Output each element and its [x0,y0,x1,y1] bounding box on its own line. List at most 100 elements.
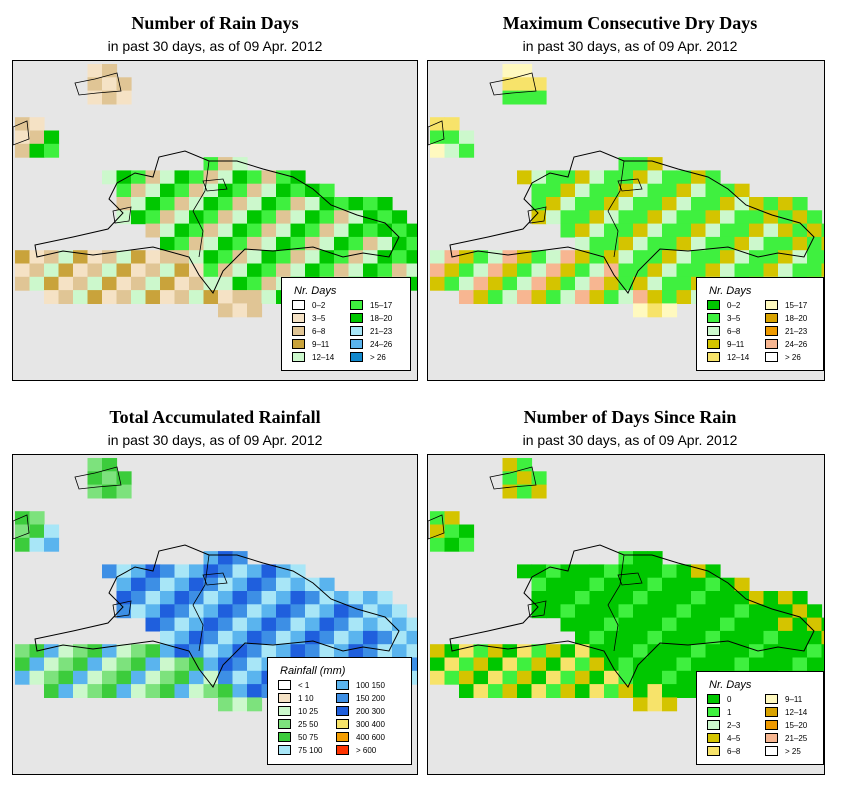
grid-cell [319,263,335,278]
legend-label: 15–17 [785,301,808,310]
grid-cell [546,684,562,698]
grid-cell [319,210,335,225]
panel-subtitle: in past 30 days, as of 09 Apr. 2012 [522,38,738,54]
grid-cell [618,644,634,659]
grid-cell [232,210,248,225]
grid-cell [444,143,460,158]
grid-cell [29,657,45,672]
grid-cell [633,236,649,251]
grid-cell [145,617,161,632]
grid-cell [44,537,60,552]
grid-cell [145,657,161,672]
grid-cell [444,117,460,132]
grid-cell [647,303,663,318]
grid-cell [15,263,31,278]
grid-cell [160,617,176,632]
grid-cell [247,697,263,712]
legend-label: 300 400 [356,720,385,729]
legend-item: 1 10 [278,693,314,704]
grid-cell [145,263,161,278]
grid-cell [647,644,663,659]
grid-cell [560,591,576,605]
grid-cell [377,263,393,278]
grid-cell [517,263,533,278]
grid-cell [459,670,475,685]
grid-cell [618,223,634,238]
grid-cell [720,657,736,672]
grid-cell [131,604,147,619]
grid-cell [305,591,321,605]
grid-cell [363,236,379,251]
grid-cell [218,630,234,645]
grid-cell [734,617,750,632]
grid-cell [363,223,379,238]
grid-cell [203,197,219,211]
grid-cell [662,170,678,185]
grid-cell [676,644,692,659]
grid-cell [261,183,277,198]
grid-cell [29,130,45,145]
grid-cell [319,183,335,198]
grid-cell [618,170,634,185]
grid-cell [691,564,707,579]
grid-cell [102,90,118,105]
grid-cell [58,263,74,278]
grid-cell [174,183,190,198]
grid-cell [261,617,277,632]
grid-cell [276,197,292,211]
grid-cell [131,170,147,185]
grid-cell [633,577,649,592]
grid-cell [290,604,306,619]
grid-cell [102,471,118,486]
legend-title: Nr. Days [709,679,752,691]
grid-cell [821,223,824,238]
legend-item: 4–5 [707,733,740,744]
grid-cell [348,250,364,265]
grid-cell [305,197,321,211]
legend-swatch [765,313,778,323]
grid-cell [160,250,176,265]
grid-cell [560,604,576,619]
grid-cell [575,197,591,211]
grid-cell [589,263,605,278]
grid-cell [160,577,176,592]
grid-cell [734,657,750,672]
grid-cell [792,644,808,659]
legend-label: > 26 [785,353,801,362]
grid-cell [392,604,408,619]
grid-cell [319,197,335,211]
grid-cell [102,170,118,185]
grid-cell [647,223,663,238]
grid-cell [575,290,591,304]
grid-cell [87,657,103,672]
grid-cell [647,670,663,685]
grid-cell [44,250,60,265]
grid-cell [473,644,489,659]
grid-cell [604,670,620,685]
grid-cell [531,577,547,592]
grid-cell [792,210,808,225]
grid-cell [444,276,460,291]
legend-title: Nr. Days [709,285,752,297]
grid-cell [247,604,263,619]
grid-cell [546,276,562,291]
grid-cell [334,263,350,278]
grid-cell [502,484,518,499]
grid-cell [87,290,103,304]
grid-cell [102,564,118,579]
grid-cell [546,564,562,579]
grid-cell [160,197,176,211]
grid-cell [392,263,408,278]
grid-cell [618,591,634,605]
grid-cell [44,684,60,698]
grid-cell [633,250,649,265]
grid-cell [749,617,765,632]
grid-cell [575,617,591,632]
grid-cell [189,564,205,579]
grid-cell [705,657,721,672]
grid-cell [560,670,576,685]
grid-cell [575,263,591,278]
map-frame: Nr. Days 0–2 3–5 6–8 9–11 12–14 15–17 18–20 21–… [427,60,825,381]
grid-cell [334,630,350,645]
grid-cell [247,223,263,238]
